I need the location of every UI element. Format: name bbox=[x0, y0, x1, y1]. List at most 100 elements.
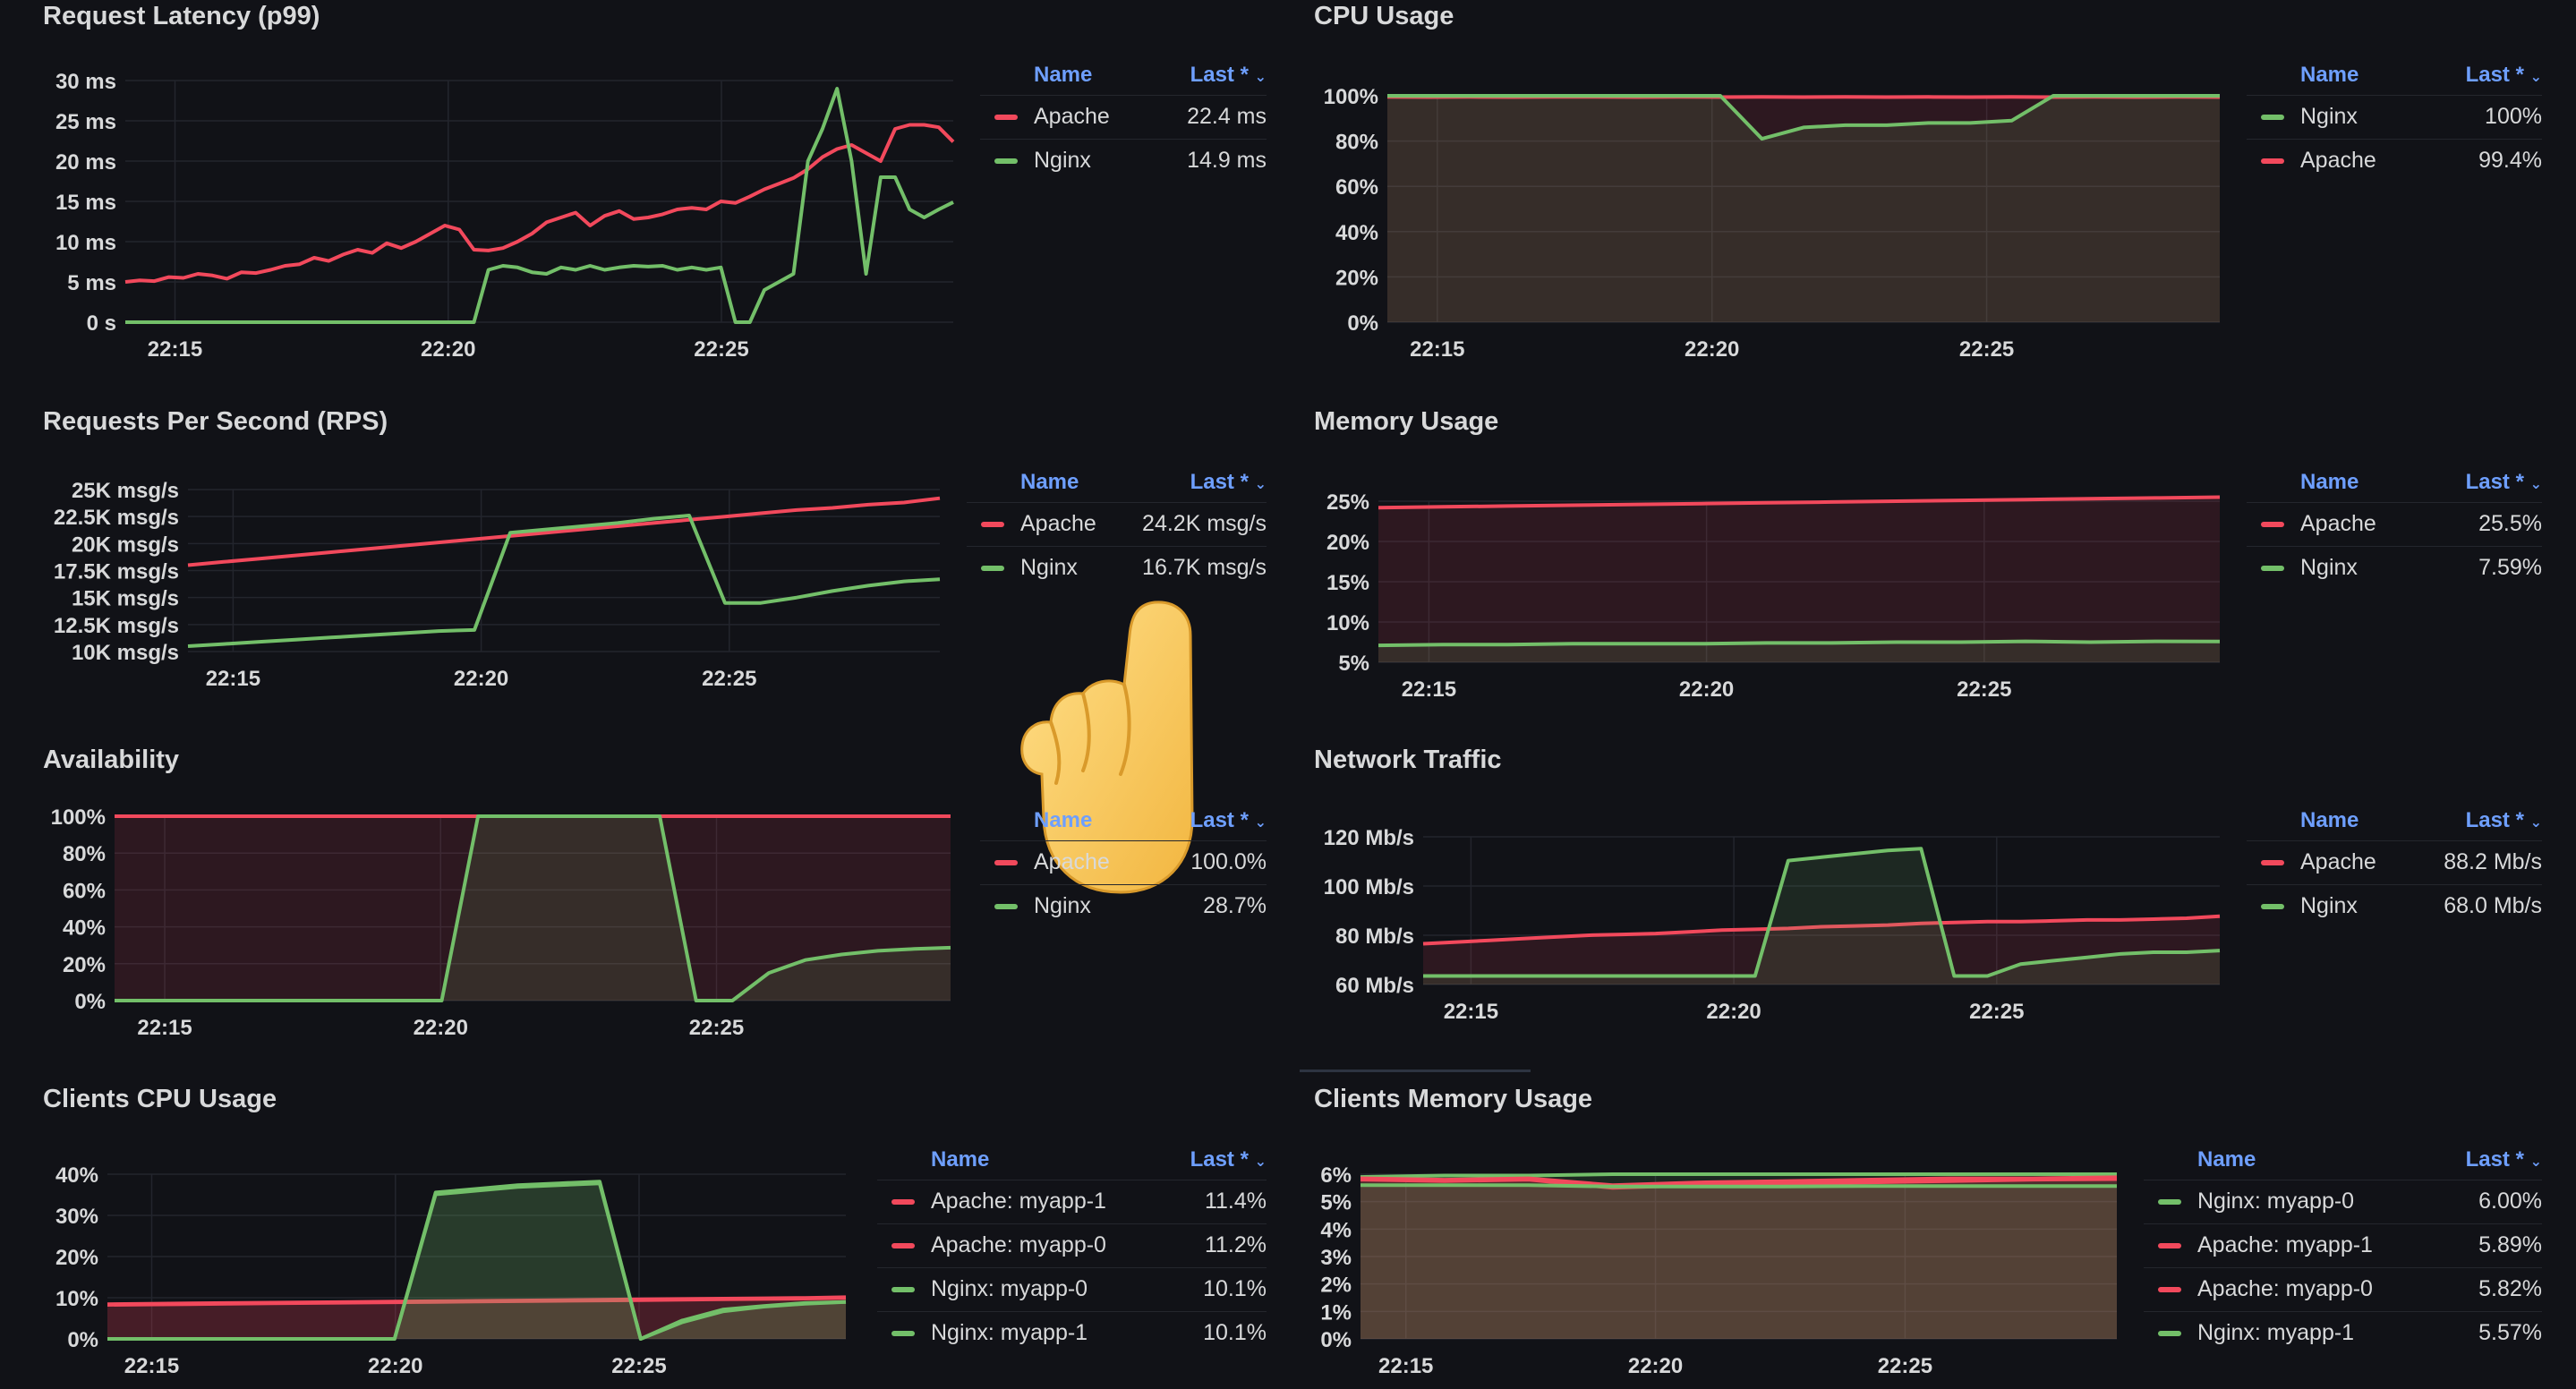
series-line bbox=[125, 87, 954, 324]
legend-header-last[interactable]: Last * ⌄ bbox=[2465, 808, 2542, 832]
legend-series-name: Nginx bbox=[1020, 555, 1078, 580]
series-line bbox=[107, 1181, 847, 1341]
legend-row[interactable]: Apache: myapp-0 11.2% bbox=[877, 1223, 1267, 1268]
y-tick-label: 20% bbox=[63, 953, 106, 977]
legend-header-name[interactable]: Name bbox=[1020, 470, 1079, 494]
legend-row[interactable]: Nginx 16.7K msg/s bbox=[967, 546, 1267, 590]
legend-last-value: 100.0% bbox=[1160, 840, 1267, 885]
legend-last-value: 10.1% bbox=[1169, 1267, 1267, 1312]
chart-cpu: 0% 20% 40% 60% 80% 100% 22:15 22:20 22:25 bbox=[1324, 85, 2221, 362]
y-tick-label: 20% bbox=[55, 1246, 98, 1270]
legend-row[interactable]: Apache 100.0% bbox=[980, 840, 1267, 885]
legend: Name Last * ⌄ Apache 88.2 Mb/s Nginx 68.0 Mb/… bbox=[2247, 808, 2542, 928]
chevron-down-icon[interactable]: ⌄ bbox=[1254, 477, 1267, 492]
legend-last-value: 5.82% bbox=[2442, 1267, 2542, 1312]
legend-row[interactable]: Apache 99.4% bbox=[2247, 139, 2542, 183]
legend-series-name: Nginx: myapp-0 bbox=[931, 1276, 1088, 1301]
y-tick-label: 17.5K msg/s bbox=[54, 560, 179, 584]
legend-row[interactable]: Apache 22.4 ms bbox=[980, 95, 1267, 140]
series-area bbox=[1387, 97, 2220, 322]
y-tick-label: 3% bbox=[1320, 1246, 1352, 1270]
y-tick-label: 20% bbox=[1335, 266, 1378, 290]
series-color-swatch bbox=[2261, 522, 2284, 528]
legend-row[interactable]: Apache 25.5% bbox=[2247, 502, 2542, 547]
legend-row[interactable]: Apache: myapp-1 5.89% bbox=[2144, 1223, 2542, 1268]
chart-network: 60 Mb/s 80 Mb/s 100 Mb/s 120 Mb/s 22:15 22:20… bbox=[1324, 826, 2221, 1024]
x-tick-label: 22:25 bbox=[702, 667, 756, 691]
legend-series-name: Apache bbox=[2300, 511, 2376, 536]
series-color-swatch bbox=[994, 860, 1018, 866]
y-tick-label: 25% bbox=[1326, 490, 1369, 515]
chevron-down-icon[interactable]: ⌄ bbox=[2529, 815, 2542, 831]
legend-row[interactable]: Nginx: myapp-0 10.1% bbox=[877, 1267, 1267, 1312]
legend-header-name[interactable]: Name bbox=[2300, 470, 2359, 494]
panel-cpu-usage[interactable] bbox=[1271, 0, 2576, 385]
x-tick-label: 22:20 bbox=[1628, 1354, 1683, 1378]
legend-row[interactable]: Nginx 28.7% bbox=[980, 884, 1267, 928]
legend-header-name[interactable]: Name bbox=[1034, 808, 1093, 832]
legend-last-value: 100% bbox=[2432, 95, 2542, 140]
legend-header-last[interactable]: Last * ⌄ bbox=[1190, 1147, 1267, 1172]
legend-header-last[interactable]: Last * ⌄ bbox=[2465, 1147, 2542, 1172]
legend-header-last[interactable]: Last * ⌄ bbox=[1190, 63, 1267, 87]
legend-row[interactable]: Apache 24.2K msg/s bbox=[967, 502, 1267, 547]
legend-row[interactable]: Nginx 7.59% bbox=[2247, 546, 2542, 590]
legend-last-value: 5.57% bbox=[2442, 1311, 2542, 1355]
legend-series-name: Apache: myapp-1 bbox=[2197, 1232, 2373, 1257]
legend-row[interactable]: Apache: myapp-1 11.4% bbox=[877, 1180, 1267, 1224]
series-color-swatch bbox=[994, 904, 1018, 910]
series-color-swatch bbox=[2261, 158, 2284, 165]
series-line bbox=[107, 1296, 847, 1307]
y-tick-label: 0 s bbox=[87, 311, 116, 336]
x-tick-label: 22:20 bbox=[454, 667, 508, 691]
legend-last-value: 6.00% bbox=[2442, 1180, 2542, 1224]
legend-row[interactable]: Nginx: myapp-1 5.57% bbox=[2144, 1311, 2542, 1355]
panel-request-latency[interactable] bbox=[0, 0, 1280, 385]
legend-header-name[interactable]: Name bbox=[2300, 63, 2359, 87]
y-tick-label: 0% bbox=[74, 990, 106, 1014]
series-color-swatch bbox=[2261, 115, 2284, 121]
legend-row[interactable]: Nginx 68.0 Mb/s bbox=[2247, 884, 2542, 928]
chevron-down-icon[interactable]: ⌄ bbox=[2529, 70, 2542, 85]
legend-header-name[interactable]: Name bbox=[1034, 63, 1093, 87]
chevron-down-icon[interactable]: ⌄ bbox=[1254, 1155, 1267, 1170]
legend-header-name[interactable]: Name bbox=[2197, 1147, 2256, 1172]
series-line bbox=[1361, 1183, 2117, 1189]
y-tick-label: 80% bbox=[1335, 131, 1378, 155]
chevron-down-icon[interactable]: ⌄ bbox=[1254, 70, 1267, 85]
y-tick-label: 5% bbox=[1320, 1191, 1352, 1215]
series-line bbox=[124, 123, 955, 284]
legend-header-last[interactable]: Last * ⌄ bbox=[2465, 470, 2542, 494]
series-color-swatch bbox=[2158, 1287, 2181, 1293]
legend-header-name[interactable]: Name bbox=[931, 1147, 990, 1172]
series-area bbox=[1378, 497, 2220, 662]
legend-series-name: Nginx: myapp-0 bbox=[2197, 1189, 2355, 1214]
y-tick-label: 12.5K msg/s bbox=[54, 614, 179, 638]
chevron-down-icon[interactable]: ⌄ bbox=[2529, 477, 2542, 492]
chart-rps: 10K msg/s 12.5K msg/s 15K msg/s 17.5K msg/s… bbox=[54, 479, 941, 691]
legend-header-last[interactable]: Last * ⌄ bbox=[2465, 63, 2542, 87]
y-tick-label: 4% bbox=[1320, 1218, 1352, 1242]
chevron-down-icon[interactable]: ⌄ bbox=[2529, 1155, 2542, 1170]
series-color-swatch bbox=[2261, 860, 2284, 866]
legend-row[interactable]: Nginx 14.9 ms bbox=[980, 139, 1267, 183]
panel-title: Availability bbox=[43, 746, 180, 774]
legend-header-last[interactable]: Last * ⌄ bbox=[1190, 808, 1267, 832]
y-tick-label: 0% bbox=[67, 1328, 98, 1352]
panel-divider bbox=[1300, 1069, 1531, 1072]
y-tick-label: 25K msg/s bbox=[72, 479, 179, 503]
legend-row[interactable]: Apache 88.2 Mb/s bbox=[2247, 840, 2542, 885]
legend-header-last[interactable]: Last * ⌄ bbox=[1190, 470, 1267, 494]
legend-row[interactable]: Apache: myapp-0 5.82% bbox=[2144, 1267, 2542, 1312]
legend-header-name[interactable]: Name bbox=[2300, 808, 2359, 832]
legend-row[interactable]: Nginx: myapp-0 6.00% bbox=[2144, 1180, 2542, 1224]
legend-series-name: Nginx bbox=[1034, 893, 1091, 918]
panel-title: Clients CPU Usage bbox=[43, 1085, 277, 1113]
legend-row[interactable]: Nginx 100% bbox=[2247, 95, 2542, 140]
y-tick-label: 20% bbox=[1326, 531, 1369, 555]
legend-series-name: Apache bbox=[1034, 104, 1110, 129]
legend-row[interactable]: Nginx: myapp-1 10.1% bbox=[877, 1311, 1267, 1355]
chevron-down-icon[interactable]: ⌄ bbox=[1254, 815, 1267, 831]
series-line bbox=[1422, 914, 2221, 946]
